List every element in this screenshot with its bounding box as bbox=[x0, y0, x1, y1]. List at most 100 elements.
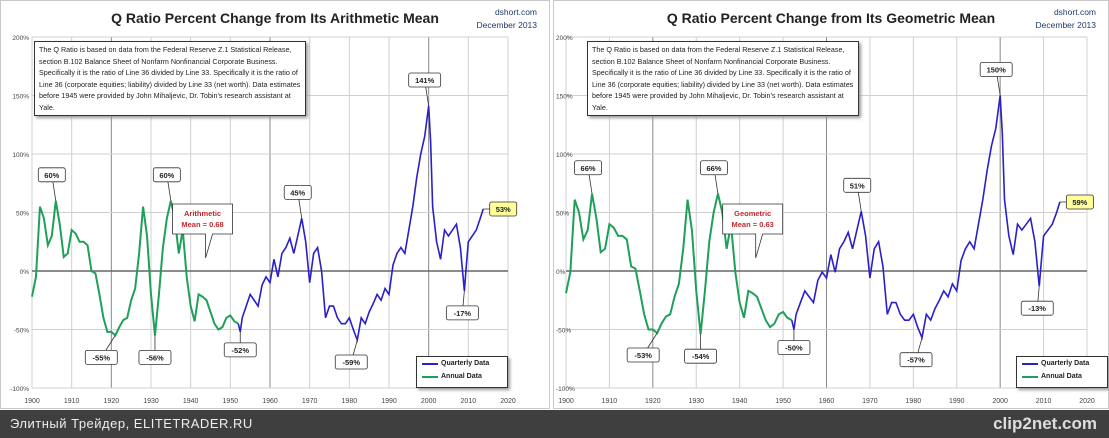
date-label: December 2013 bbox=[476, 20, 537, 30]
callout-box bbox=[574, 160, 602, 176]
date-label: December 2013 bbox=[1035, 20, 1096, 30]
arithmetic-mean-chart: Q Ratio Percent Change from Its Arithmet… bbox=[0, 0, 550, 409]
x-tick-label: 1960 bbox=[262, 398, 278, 405]
callout-box bbox=[777, 340, 811, 355]
callout-label: 51% bbox=[850, 181, 865, 190]
x-tick-label: 1970 bbox=[302, 398, 318, 405]
callout-box bbox=[626, 347, 660, 363]
y-tick-label: 50% bbox=[556, 211, 569, 218]
callout-label: 53% bbox=[496, 205, 511, 214]
chart-title: Q Ratio Percent Change from Its Geometri… bbox=[666, 10, 996, 26]
x-tick-label: 1900 bbox=[558, 398, 574, 405]
y-tick-label: 100% bbox=[12, 152, 29, 159]
y-tick-label: -100% bbox=[556, 386, 575, 393]
callout-label: -50% bbox=[785, 344, 803, 353]
callout-label: -56% bbox=[146, 353, 164, 362]
y-tick-label: 100% bbox=[556, 152, 573, 159]
legend: Quarterly Data Annual Data bbox=[1016, 356, 1108, 388]
callout-box bbox=[138, 349, 172, 365]
y-tick-label: 150% bbox=[12, 94, 29, 101]
footer-bar: Элитный Трейдер, ELITETRADER.RU clip2net… bbox=[0, 410, 1109, 438]
callout-label: -17% bbox=[454, 309, 472, 318]
mean-callout-box bbox=[722, 203, 784, 259]
callout-box bbox=[408, 72, 442, 88]
callout-box bbox=[1020, 300, 1054, 316]
note-box: The Q Ratio is based on data from the Fe… bbox=[587, 41, 859, 116]
y-tick-label: 200% bbox=[556, 35, 573, 42]
clip2net-logo: clip2net.com bbox=[993, 414, 1097, 433]
y-tick-label: 50% bbox=[16, 211, 29, 218]
chart-title: Q Ratio Percent Change from Its Arithmet… bbox=[111, 10, 439, 26]
geometric-mean-chart: Q Ratio Percent Change from Its Geometri… bbox=[553, 0, 1109, 409]
x-tick-label: 1920 bbox=[645, 398, 661, 405]
callout-label: -13% bbox=[1028, 304, 1046, 313]
callout-label: 150% bbox=[987, 66, 1007, 75]
x-tick-label: 1950 bbox=[223, 398, 239, 405]
y-tick-label: 200% bbox=[12, 35, 29, 42]
callout-box bbox=[843, 177, 872, 193]
callout-label: -52% bbox=[231, 346, 249, 355]
x-tick-label: 1990 bbox=[381, 398, 397, 405]
x-tick-label: 1920 bbox=[104, 398, 120, 405]
callout-box bbox=[684, 348, 717, 364]
legend: Quarterly Data Annual Data bbox=[416, 356, 508, 388]
chart-source: dshort.com December 2013 bbox=[1036, 6, 1096, 32]
callout-label: 66% bbox=[706, 164, 721, 173]
y-tick-label: 150% bbox=[556, 94, 573, 101]
mean-callout-text: Geometric bbox=[734, 209, 771, 218]
callout-box bbox=[899, 352, 933, 368]
x-tick-label: 1930 bbox=[688, 398, 704, 405]
y-tick-label: -50% bbox=[14, 328, 29, 335]
x-tick-label: 1980 bbox=[342, 398, 358, 405]
x-tick-label: 1980 bbox=[906, 398, 922, 405]
y-tick-label: -50% bbox=[556, 328, 571, 335]
callout-box bbox=[283, 184, 312, 200]
callout-label: 141% bbox=[415, 76, 435, 85]
y-tick-label: -100% bbox=[10, 386, 29, 393]
callout-box bbox=[84, 349, 118, 365]
x-tick-label: 2000 bbox=[421, 398, 437, 405]
quarterly-data-line bbox=[790, 95, 1061, 341]
x-tick-label: 1910 bbox=[64, 398, 80, 405]
footer-site-label: Элитный Трейдер, ELITETRADER.RU bbox=[10, 416, 253, 431]
callout-box bbox=[489, 201, 518, 217]
callout-label: 59% bbox=[1072, 198, 1087, 207]
x-tick-label: 1960 bbox=[819, 398, 835, 405]
callout-label: -55% bbox=[93, 353, 111, 362]
x-tick-label: 1900 bbox=[24, 398, 40, 405]
x-tick-label: 2010 bbox=[461, 398, 477, 405]
legend-quarterly: Quarterly Data bbox=[422, 357, 507, 370]
x-tick-label: 1990 bbox=[949, 398, 965, 405]
callout-box bbox=[979, 62, 1013, 77]
x-tick-label: 1940 bbox=[183, 398, 199, 405]
source-label: dshort.com bbox=[1053, 7, 1096, 17]
callout-label: 66% bbox=[581, 164, 596, 173]
legend-annual: Annual Data bbox=[1022, 370, 1107, 383]
x-tick-label: 2020 bbox=[1079, 398, 1095, 405]
source-label: dshort.com bbox=[494, 7, 537, 17]
chart-source: dshort.com December 2013 bbox=[477, 6, 537, 32]
x-tick-label: 2000 bbox=[992, 398, 1008, 405]
note-box: The Q Ratio is based on data from the Fe… bbox=[34, 41, 306, 116]
callout-box bbox=[37, 167, 66, 183]
callout-label: -57% bbox=[907, 356, 925, 365]
legend-annual: Annual Data bbox=[422, 370, 507, 383]
quarterly-data-line bbox=[237, 105, 484, 344]
y-tick-label: 0% bbox=[20, 269, 30, 276]
callout-label: -53% bbox=[634, 351, 652, 360]
callout-box bbox=[223, 342, 257, 358]
x-tick-label: 1910 bbox=[602, 398, 618, 405]
legend-quarterly: Quarterly Data bbox=[1022, 357, 1107, 370]
callout-label: 60% bbox=[159, 171, 174, 180]
x-tick-label: 1940 bbox=[732, 398, 748, 405]
callout-box bbox=[700, 160, 728, 176]
callout-box bbox=[445, 305, 479, 321]
x-tick-label: 1930 bbox=[143, 398, 159, 405]
callout-box bbox=[1065, 194, 1094, 210]
annual-data-line bbox=[31, 200, 239, 337]
x-tick-label: 1970 bbox=[862, 398, 878, 405]
mean-callout-text: Mean = 0.68 bbox=[181, 220, 223, 229]
x-tick-label: 1950 bbox=[775, 398, 791, 405]
x-tick-label: 2020 bbox=[500, 398, 516, 405]
callout-label: 60% bbox=[44, 171, 59, 180]
